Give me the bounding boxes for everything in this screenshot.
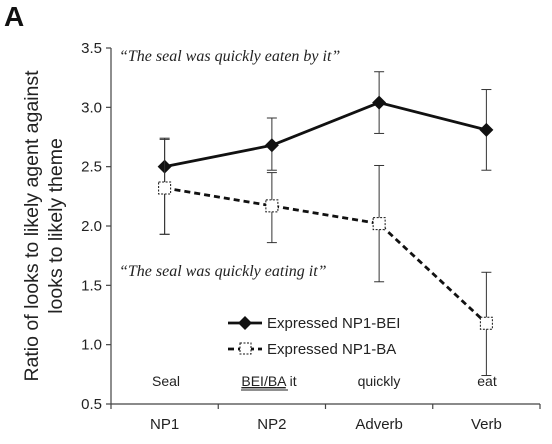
data-point bbox=[479, 316, 493, 330]
word-bei-ba: BEI/BA bbox=[241, 373, 287, 389]
word-it: it bbox=[286, 373, 297, 389]
x-ticks: NP1 NP2 Adverb Verb bbox=[110, 404, 541, 433]
y-ticks: 0.5 1.0 1.5 2.0 2.5 3.0 3.5 bbox=[81, 40, 111, 413]
legend-marker-bei bbox=[238, 316, 252, 330]
legend-label-bei: Expressed NP1-BEI bbox=[267, 315, 400, 332]
word-quickly: quickly bbox=[358, 373, 401, 389]
top-quote: “The seal was quickly eaten by it” bbox=[119, 48, 340, 65]
y-tick-label: 2.0 bbox=[81, 218, 102, 235]
panel-label: A bbox=[4, 1, 24, 32]
legend: Expressed NP1-BEI Expressed NP1-BA bbox=[228, 315, 400, 358]
word-bei-ba-it: BEI/BA it bbox=[241, 373, 296, 389]
data-point bbox=[372, 95, 387, 110]
data-point bbox=[264, 138, 279, 153]
y-axis-title-line-1: Ratio of looks to likely agent against bbox=[21, 70, 43, 382]
y-tick-label: 1.5 bbox=[81, 277, 102, 294]
series-layer bbox=[157, 71, 494, 377]
x-tick-label: Verb bbox=[471, 416, 502, 433]
sentence-words: Seal BEI/BA it quickly eat bbox=[152, 373, 497, 391]
series-0 bbox=[157, 71, 494, 235]
word-seal: Seal bbox=[152, 373, 180, 389]
data-point bbox=[479, 122, 494, 137]
y-axis-title-line-2: looks to likely theme bbox=[45, 138, 67, 314]
series-line bbox=[164, 186, 488, 325]
y-tick-label: 1.0 bbox=[81, 337, 102, 354]
legend-marker-ba bbox=[239, 342, 252, 355]
x-tick-label: Adverb bbox=[355, 416, 403, 433]
series-line bbox=[164, 101, 487, 169]
y-axis-title: Ratio of looks to likely agent against l… bbox=[21, 70, 67, 382]
word-eat: eat bbox=[477, 373, 497, 389]
y-tick-label: 0.5 bbox=[81, 396, 102, 413]
data-point bbox=[265, 199, 279, 213]
y-tick-label: 2.5 bbox=[81, 159, 102, 176]
series-1 bbox=[158, 138, 493, 377]
legend-label-ba: Expressed NP1-BA bbox=[267, 341, 396, 358]
bottom-quote: “The seal was quickly eating it” bbox=[119, 263, 327, 280]
y-tick-label: 3.0 bbox=[81, 99, 102, 116]
x-tick-label: NP2 bbox=[257, 416, 286, 433]
data-point bbox=[158, 181, 172, 195]
x-tick-label: NP1 bbox=[150, 416, 179, 433]
y-tick-label: 3.5 bbox=[81, 40, 102, 57]
data-point bbox=[372, 217, 386, 231]
